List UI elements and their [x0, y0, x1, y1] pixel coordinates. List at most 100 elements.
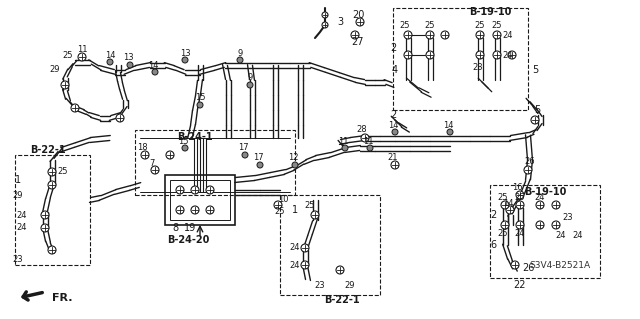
- Text: 10: 10: [278, 196, 288, 204]
- Circle shape: [61, 81, 69, 89]
- Circle shape: [78, 53, 86, 61]
- Circle shape: [48, 181, 56, 189]
- Circle shape: [447, 129, 453, 135]
- Circle shape: [257, 162, 263, 168]
- Circle shape: [151, 166, 159, 174]
- Circle shape: [493, 51, 501, 59]
- Circle shape: [206, 206, 214, 214]
- Circle shape: [506, 206, 514, 214]
- Circle shape: [152, 69, 158, 75]
- Circle shape: [508, 51, 516, 59]
- Text: 13: 13: [180, 48, 190, 57]
- Circle shape: [392, 129, 398, 135]
- Circle shape: [516, 201, 524, 209]
- Text: 24: 24: [573, 231, 583, 240]
- Text: 26: 26: [525, 158, 535, 167]
- Text: 17: 17: [253, 153, 263, 162]
- Text: 15: 15: [178, 137, 188, 145]
- Circle shape: [511, 261, 519, 269]
- Circle shape: [191, 206, 199, 214]
- Circle shape: [71, 104, 79, 112]
- Circle shape: [476, 51, 484, 59]
- Text: 11: 11: [338, 137, 348, 145]
- Text: 25: 25: [475, 20, 485, 29]
- Text: 17: 17: [237, 144, 248, 152]
- Text: 4: 4: [392, 65, 398, 75]
- Bar: [170, 180, 230, 220]
- Text: 24: 24: [503, 31, 513, 40]
- Circle shape: [206, 186, 214, 194]
- Circle shape: [48, 246, 56, 254]
- Text: 23: 23: [13, 256, 23, 264]
- Circle shape: [176, 206, 184, 214]
- Text: 24: 24: [290, 243, 300, 253]
- Circle shape: [516, 191, 524, 199]
- Circle shape: [322, 22, 328, 28]
- Text: B-24-20: B-24-20: [167, 235, 209, 245]
- Text: 25: 25: [58, 167, 68, 176]
- Text: 15: 15: [195, 93, 205, 102]
- Text: 24: 24: [17, 224, 28, 233]
- Text: 29: 29: [13, 190, 23, 199]
- Text: 25: 25: [63, 50, 73, 60]
- Circle shape: [524, 166, 532, 174]
- Text: S3V4-B2521A: S3V4-B2521A: [529, 261, 591, 270]
- Circle shape: [426, 51, 434, 59]
- Circle shape: [107, 59, 113, 65]
- Text: 28: 28: [356, 125, 367, 135]
- Text: 23: 23: [315, 280, 325, 290]
- Circle shape: [501, 201, 509, 209]
- Text: 5: 5: [534, 105, 540, 115]
- Text: 2: 2: [390, 43, 396, 53]
- Text: B-22-1: B-22-1: [324, 295, 360, 305]
- Text: 16: 16: [512, 183, 522, 192]
- Circle shape: [176, 186, 184, 194]
- Text: 12: 12: [288, 153, 298, 162]
- Circle shape: [237, 57, 243, 63]
- Text: 26: 26: [522, 263, 534, 273]
- Text: FR.: FR.: [52, 293, 72, 303]
- Circle shape: [404, 51, 412, 59]
- Text: 19: 19: [184, 223, 196, 233]
- Circle shape: [41, 224, 49, 232]
- Circle shape: [41, 211, 49, 219]
- Circle shape: [191, 186, 199, 194]
- Text: 24: 24: [535, 194, 545, 203]
- Text: 25: 25: [400, 20, 410, 29]
- Text: 24: 24: [503, 50, 513, 60]
- Text: 25: 25: [425, 20, 435, 29]
- Text: 7: 7: [149, 159, 155, 167]
- Text: 23: 23: [563, 213, 573, 222]
- Text: 25: 25: [515, 194, 525, 203]
- Text: 24: 24: [17, 211, 28, 219]
- Text: 25: 25: [305, 201, 316, 210]
- Text: 14: 14: [443, 121, 453, 130]
- Circle shape: [116, 114, 124, 122]
- Circle shape: [166, 151, 174, 159]
- Text: 9: 9: [237, 48, 243, 57]
- Circle shape: [301, 261, 309, 269]
- Circle shape: [301, 244, 309, 252]
- Circle shape: [182, 57, 188, 63]
- Circle shape: [552, 201, 560, 209]
- Circle shape: [476, 31, 484, 39]
- Text: 6: 6: [490, 240, 496, 250]
- Text: 2: 2: [390, 110, 396, 120]
- Circle shape: [311, 211, 319, 219]
- Bar: [165, 175, 235, 225]
- Text: B-22-1: B-22-1: [30, 145, 66, 155]
- Bar: [393, 8, 528, 110]
- Text: 24: 24: [290, 261, 300, 270]
- Text: 25: 25: [498, 194, 508, 203]
- Text: 13: 13: [123, 54, 133, 63]
- Text: 8: 8: [172, 223, 178, 233]
- Text: 14: 14: [388, 121, 398, 130]
- Text: 3: 3: [337, 17, 343, 27]
- Circle shape: [367, 145, 373, 151]
- Circle shape: [322, 12, 328, 18]
- Circle shape: [531, 116, 539, 124]
- Circle shape: [552, 221, 560, 229]
- Text: 1: 1: [15, 175, 21, 185]
- Circle shape: [342, 145, 348, 151]
- Text: 11: 11: [77, 46, 87, 55]
